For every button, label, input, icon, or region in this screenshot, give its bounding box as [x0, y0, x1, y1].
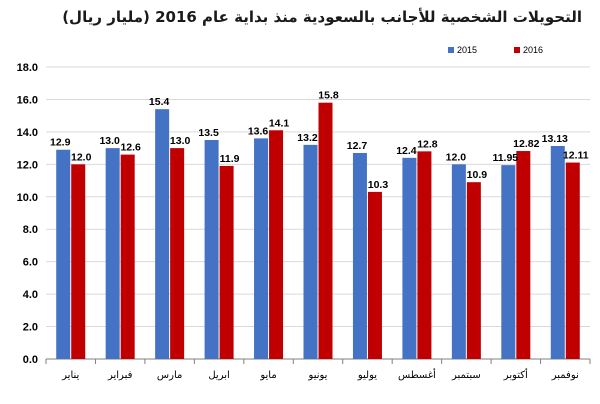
category-label: مايو: [259, 370, 276, 381]
bar-2016-10: [516, 151, 531, 359]
bar-2015-8: [402, 157, 417, 359]
data-label: 13.5: [198, 127, 219, 139]
bar-2016-7: [367, 191, 382, 359]
category-label: فبراير: [107, 370, 133, 381]
category-label: يونيو: [308, 370, 328, 381]
category-label: يناير: [61, 370, 79, 381]
data-label: 13.6: [248, 125, 269, 137]
bar-2015-10: [501, 165, 516, 359]
legend-swatch-2016: [514, 47, 520, 53]
data-labels: 12.912.013.012.615.413.013.511.913.614.1…: [50, 90, 589, 191]
legend-label-2015: 2015: [457, 45, 477, 55]
bar-2016-2: [120, 154, 135, 359]
legend-swatch-2015: [448, 47, 454, 53]
data-label: 13.13: [542, 133, 568, 145]
category-labels: يناير فبراير مارس ابريل مايو يونيو يوليو أغسطس س…: [61, 368, 579, 381]
y-tick-label: 12.0: [17, 159, 38, 171]
data-label: 12.6: [120, 142, 141, 154]
category-label: نوفمبر: [551, 370, 579, 381]
category-label: أكتوبر: [503, 368, 528, 381]
bar-2015-4: [204, 140, 219, 359]
bar-2016-4: [219, 165, 234, 359]
legend: 2015 2016: [448, 45, 543, 55]
bars: [56, 102, 580, 359]
y-tick-label: 16.0: [17, 94, 38, 106]
y-tick-label: 4.0: [23, 289, 38, 301]
y-tick-label: 14.0: [17, 127, 38, 139]
data-label: 12.0: [71, 151, 92, 163]
y-tick-label: 18.0: [17, 62, 38, 74]
data-label: 12.9: [50, 137, 71, 149]
axes: 0.0 2.0 4.0 6.0 8.0 10.0 12.0 14.0 16.0 18.0: [17, 62, 591, 366]
bar-2015-1: [56, 149, 71, 359]
data-label: 11.95: [492, 152, 518, 164]
data-label: 13.0: [99, 135, 120, 147]
bar-2015-11: [550, 146, 565, 359]
data-label: 12.11: [563, 150, 589, 162]
data-label: 10.9: [467, 169, 488, 181]
data-label: 12.0: [446, 151, 467, 163]
category-label: مارس: [157, 370, 182, 381]
y-tick-label: 2.0: [23, 322, 38, 334]
y-tick-label: 6.0: [23, 257, 38, 269]
bar-2016-11: [565, 162, 580, 359]
category-label: سبتمبر: [451, 370, 481, 381]
bar-2015-2: [105, 148, 120, 359]
data-label: 14.1: [269, 117, 290, 129]
y-tick-label: 10.0: [17, 192, 38, 204]
data-label: 15.4: [149, 96, 170, 108]
bar-2016-1: [71, 164, 86, 359]
bar-2016-8: [417, 151, 432, 359]
category-label: يوليو: [357, 370, 377, 381]
gridlines: [46, 66, 590, 328]
bar-2016-9: [466, 182, 481, 359]
category-label: ابريل: [208, 370, 229, 381]
bar-2015-9: [451, 164, 466, 359]
bar-2015-5: [254, 138, 269, 359]
data-label: 15.8: [318, 90, 339, 102]
bar-2016-3: [170, 148, 185, 359]
y-tick-label: 8.0: [23, 224, 38, 236]
data-label: 12.7: [347, 140, 368, 152]
data-label: 11.9: [220, 153, 240, 165]
data-label: 12.82: [513, 138, 539, 150]
bar-2016-6: [318, 102, 333, 359]
legend-label-2016: 2016: [523, 45, 543, 55]
data-label: 12.4: [396, 145, 417, 157]
data-label: 13.0: [170, 135, 191, 147]
data-label: 13.2: [297, 132, 318, 144]
category-label: أغسطس: [398, 368, 436, 381]
bar-2015-3: [155, 109, 170, 359]
chart-title: التحويلات الشخصية للأجانب بالسعودية منذ …: [62, 8, 582, 26]
bar-2015-7: [352, 152, 367, 359]
bar-2015-6: [303, 144, 318, 359]
data-label: 12.8: [417, 138, 438, 150]
data-label: 10.3: [368, 179, 389, 191]
bar-2016-5: [269, 130, 284, 359]
y-tick-label: 0.0: [23, 354, 38, 366]
